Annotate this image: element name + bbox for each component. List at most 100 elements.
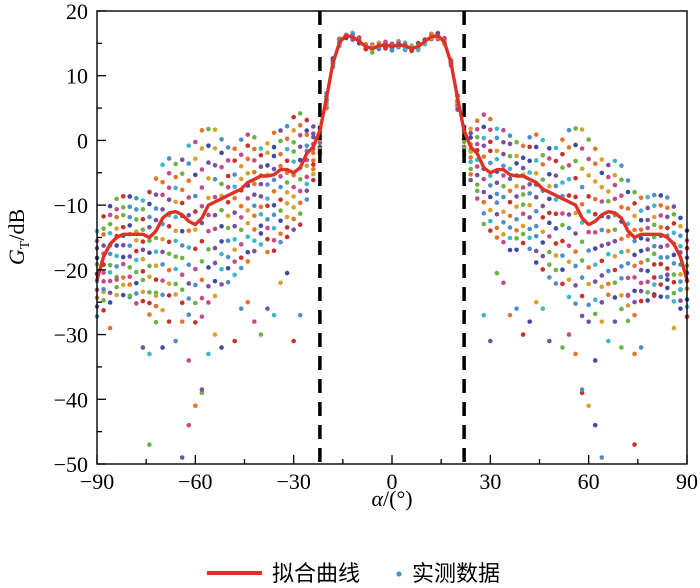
measured-point: [507, 166, 513, 172]
measured-point: [147, 250, 152, 256]
measured-point: [488, 194, 493, 200]
measured-point: [619, 204, 624, 210]
measured-point: [278, 231, 283, 237]
measured-point: [625, 303, 631, 308]
measured-point: [166, 251, 172, 257]
x-tick-label: −60: [178, 469, 212, 494]
measured-point: [501, 194, 506, 200]
measured-point: [179, 287, 185, 293]
measured-point: [173, 338, 178, 344]
measured-point: [107, 203, 113, 209]
measured-point: [533, 260, 539, 265]
measured-point: [238, 163, 244, 169]
measured-point: [114, 292, 119, 298]
measured-point: [252, 181, 257, 187]
measured-point: [114, 214, 119, 220]
measured-point: [606, 214, 611, 220]
measured-point: [271, 153, 277, 159]
measured-point: [533, 233, 539, 239]
measured-point: [514, 247, 519, 253]
measured-point: [232, 158, 237, 163]
measured-point: [658, 224, 664, 230]
x-tick-label: −30: [276, 469, 310, 494]
measured-point: [265, 306, 270, 311]
measured-point: [553, 158, 559, 164]
measured-point: [651, 214, 657, 220]
y-tick-label: −30: [54, 323, 88, 348]
measured-point: [520, 143, 526, 149]
measured-point: [238, 265, 244, 271]
measured-point: [481, 154, 487, 159]
measured-point: [179, 187, 185, 193]
measured-point: [612, 295, 618, 300]
measured-point: [560, 222, 565, 228]
measured-point: [586, 265, 591, 270]
measured-point: [468, 159, 473, 165]
measured-point: [278, 138, 283, 144]
measured-point: [625, 233, 631, 239]
measured-point: [665, 255, 670, 260]
measured-point: [632, 189, 637, 195]
measured-point: [179, 272, 185, 278]
measured-point: [120, 261, 126, 267]
measured-point: [606, 162, 611, 168]
measured-point: [134, 291, 139, 296]
measured-point: [671, 261, 677, 266]
measured-point: [186, 228, 192, 234]
measured-point: [501, 280, 506, 286]
measured-point: [553, 281, 559, 286]
measured-point: [625, 206, 631, 211]
measured-point: [468, 130, 473, 136]
x-axis-ticks: −90 −60 −30 0 30 60 90: [80, 455, 698, 494]
measured-point: [573, 175, 578, 181]
measured-point: [632, 312, 637, 318]
measured-point: [186, 358, 192, 363]
measured-point: [612, 172, 618, 178]
measured-point: [638, 260, 644, 265]
measured-point: [606, 198, 611, 204]
measured-point: [665, 272, 670, 277]
measured-point: [599, 273, 605, 278]
measured-point: [265, 249, 270, 255]
measured-point: [101, 286, 106, 292]
measured-point: [114, 277, 119, 282]
measured-point: [638, 345, 644, 350]
measured-point: [625, 261, 631, 266]
measured-point: [219, 224, 224, 229]
measured-point: [599, 170, 605, 176]
measured-point: [579, 387, 585, 392]
measured-point: [265, 163, 270, 168]
measured-point: [612, 267, 618, 273]
measured-point: [140, 345, 146, 350]
measured-point: [665, 243, 670, 248]
measured-point: [488, 338, 493, 344]
measured-point: [258, 164, 264, 169]
measured-point: [212, 212, 218, 218]
measured-point: [514, 306, 519, 311]
measured-point: [160, 236, 165, 242]
measured-point: [206, 126, 211, 132]
measured-point: [252, 146, 257, 152]
measured-point: [153, 263, 159, 269]
measured-point: [619, 306, 624, 312]
measured-point: [520, 185, 526, 190]
measured-point: [533, 158, 539, 163]
measured-point: [304, 143, 310, 149]
measured-point: [527, 158, 532, 164]
measured-point: [494, 191, 500, 197]
measured-point: [147, 351, 152, 357]
measured-point: [278, 151, 283, 157]
measured-point: [245, 259, 251, 264]
measured-point: [665, 225, 670, 231]
measured-point: [547, 183, 552, 189]
measured-point: [527, 319, 532, 324]
measured-point: [101, 226, 106, 231]
measured-point: [127, 214, 133, 220]
measured-point: [114, 243, 119, 248]
measured-point: [238, 137, 244, 142]
measured-point: [592, 422, 598, 428]
measured-point: [533, 194, 539, 200]
measured-point: [114, 196, 119, 202]
measured-point: [311, 166, 316, 172]
measured-point: [488, 139, 493, 145]
